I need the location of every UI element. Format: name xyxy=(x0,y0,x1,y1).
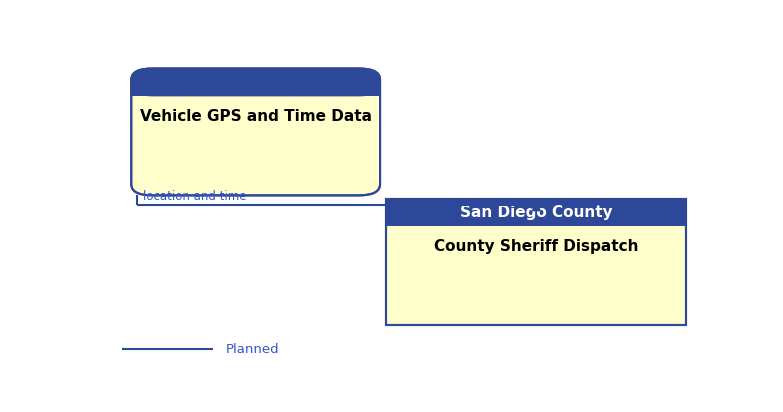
FancyBboxPatch shape xyxy=(132,82,379,96)
Text: County Sheriff Dispatch: County Sheriff Dispatch xyxy=(434,239,639,254)
Text: location and time: location and time xyxy=(143,190,247,203)
Text: San Diego County: San Diego County xyxy=(460,205,612,220)
FancyBboxPatch shape xyxy=(386,199,687,325)
FancyBboxPatch shape xyxy=(132,68,380,96)
Text: Vehicle GPS and Time Data: Vehicle GPS and Time Data xyxy=(139,109,372,124)
Text: Planned: Planned xyxy=(226,343,279,356)
FancyBboxPatch shape xyxy=(386,199,687,227)
FancyBboxPatch shape xyxy=(132,68,380,195)
